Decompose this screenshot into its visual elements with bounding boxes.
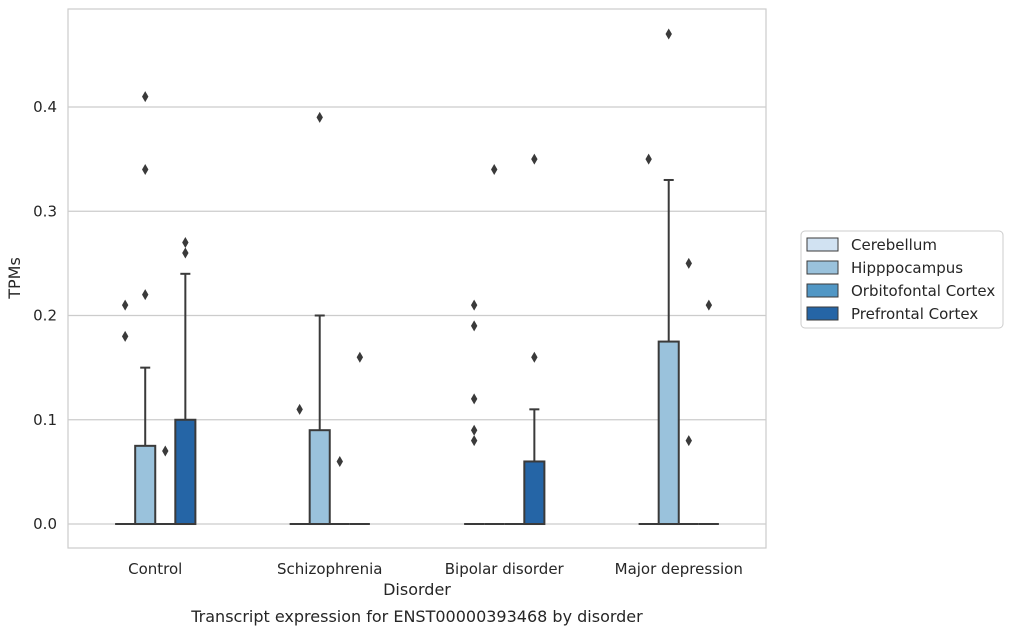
legend-label: Orbitofontal Cortex <box>851 282 995 300</box>
outlier-point <box>665 28 672 40</box>
outlier-point <box>491 164 498 176</box>
outlier-point <box>121 299 129 311</box>
outlier-point <box>705 299 713 311</box>
legend: Cerebellum Hipppocampus Orbitofontal Corte… <box>800 230 1004 329</box>
box <box>174 418 197 526</box>
outlier-point <box>316 111 323 123</box>
outlier-point <box>645 153 652 165</box>
outlier-point <box>121 330 129 342</box>
legend-label: Hipppocampus <box>851 259 963 277</box>
x-tick-label: Schizophrenia <box>277 560 382 578</box>
x-axis-label: Disorder <box>383 580 451 599</box>
outlier-point <box>162 445 169 457</box>
y-tick-label: 0.4 <box>33 98 57 116</box>
outlier-point <box>470 393 478 405</box>
outlier-point <box>142 91 149 103</box>
outlier-point <box>142 164 149 176</box>
legend-swatch <box>806 283 839 298</box>
legend-swatch <box>806 260 839 275</box>
legend-frame <box>800 230 1004 329</box>
legend-swatch <box>806 237 839 252</box>
outlier-point <box>685 435 692 447</box>
outlier-point <box>470 424 478 436</box>
box-series-group <box>134 28 680 526</box>
y-tick-labels: 0.0 0.1 0.2 0.3 0.4 <box>33 98 57 533</box>
box-series-group <box>174 153 719 526</box>
legend-label: Prefrontal Cortex <box>851 305 978 323</box>
outlier-point <box>336 455 343 467</box>
outlier-point <box>531 351 538 363</box>
x-tick-labels: Control Schizophrenia Bipolar disorder Majo… <box>128 560 743 578</box>
outlier-point <box>470 320 478 332</box>
outlier-point <box>296 403 303 415</box>
legend-swatch <box>806 306 839 321</box>
y-tick-label: 0.1 <box>33 411 57 429</box>
outlier-point <box>470 435 478 447</box>
y-tick-label: 0.3 <box>33 202 57 220</box>
outlier-point <box>182 247 189 259</box>
outlier-point <box>142 289 149 301</box>
outlier-point <box>685 257 692 269</box>
x-tick-label: Bipolar disorder <box>445 560 565 578</box>
outlier-point <box>182 237 189 249</box>
outlier-point <box>356 351 364 363</box>
outlier-point <box>531 153 538 165</box>
box-series-group <box>155 257 699 526</box>
y-tick-label: 0.2 <box>33 307 57 325</box>
y-axis-label: TPMs <box>5 257 24 300</box>
box-series-group <box>115 153 659 526</box>
box <box>657 340 680 526</box>
box <box>523 460 546 526</box>
figure-caption: Transcript expression for ENST0000039346… <box>190 607 643 626</box>
x-tick-label: Control <box>128 560 182 578</box>
box <box>308 429 331 526</box>
outlier-point <box>470 299 478 311</box>
x-tick-label: Major depression <box>615 560 743 578</box>
box <box>134 444 157 526</box>
box-series <box>115 28 719 526</box>
legend-label: Cerebellum <box>851 236 937 254</box>
y-tick-label: 0.0 <box>33 515 57 533</box>
